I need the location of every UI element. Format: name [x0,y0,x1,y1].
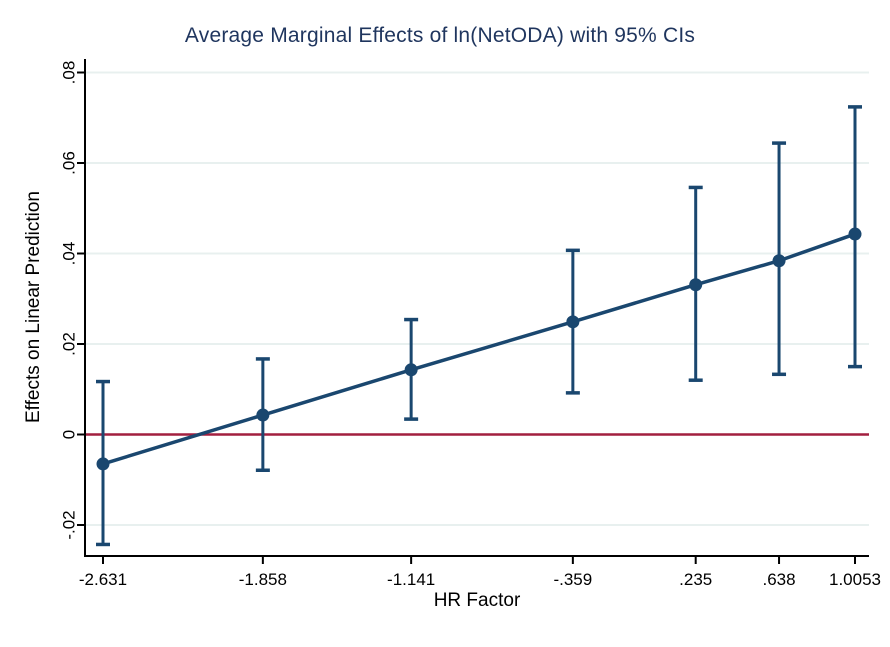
x-tick-label: -1.141 [387,570,435,589]
x-tick-label: -.359 [553,570,592,589]
data-point [96,457,110,471]
x-tick-label: .235 [679,570,712,589]
y-tick-label: .02 [59,332,78,356]
y-axis-title: Effects on Linear Prediction [23,191,44,424]
y-tick-label: 0 [59,430,78,439]
data-point [566,315,580,329]
y-tick-label: .04 [59,242,78,266]
x-axis-title: HR Factor [433,590,521,611]
x-tick-label: .638 [762,570,795,589]
data-point [404,363,418,377]
x-tick-label: -1.858 [239,570,287,589]
data-point [848,227,862,241]
marginal-effects-line [102,232,856,466]
x-tick-label: -2.631 [79,570,127,589]
data-point [689,278,703,292]
chart-title: Average Marginal Effects of ln(NetODA) w… [184,24,696,47]
data-point [772,254,786,268]
y-tick-label: -.02 [59,510,78,539]
x-tick-label: 1.0053 [829,570,881,589]
y-tick-label: .06 [59,151,78,175]
data-point [256,408,270,422]
y-tick-label: .08 [59,61,78,85]
